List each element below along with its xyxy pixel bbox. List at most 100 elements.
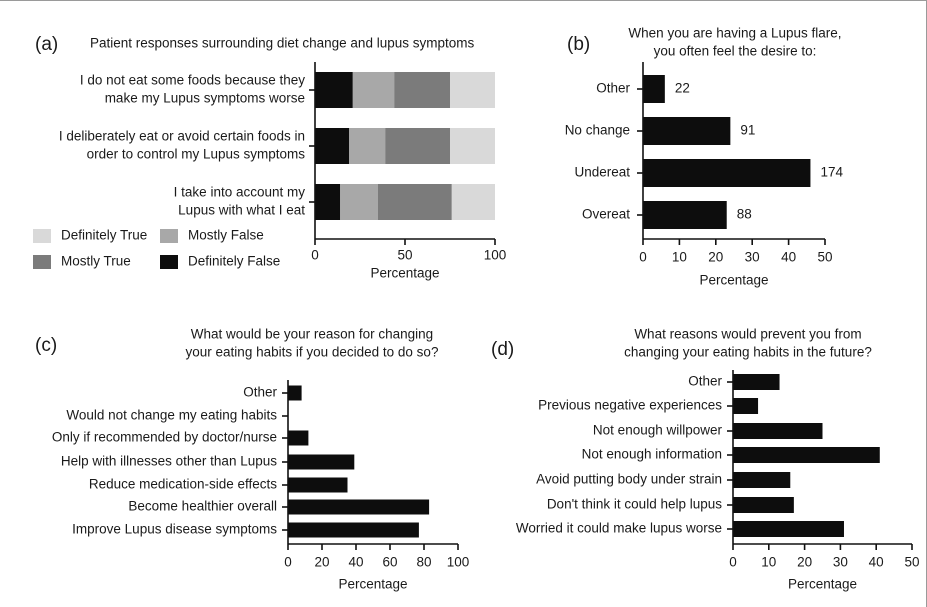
x-tick-label-0-2: 100 bbox=[484, 248, 507, 263]
category-label-0-2-1: Lupus with what I eat bbox=[178, 203, 305, 218]
panel-letter-1: (b) bbox=[567, 34, 590, 55]
category-label-0-0-0: I do not eat some foods because they bbox=[80, 73, 305, 88]
x-tick-label-3-3: 30 bbox=[833, 555, 848, 570]
category-label-2-1: Would not change my eating habits bbox=[66, 408, 277, 423]
data-label-1-3: 88 bbox=[737, 207, 752, 222]
x-tick-label-1-5: 50 bbox=[817, 250, 832, 265]
chart-title-line-1-0: When you are having a Lupus flare, bbox=[628, 26, 841, 41]
bar-0-2-2 bbox=[378, 184, 452, 220]
legend-swatch-0-1 bbox=[160, 229, 178, 243]
bar-3-2 bbox=[733, 423, 823, 439]
x-tick-label-0-0: 0 bbox=[311, 248, 319, 263]
chart-title-line-3-1: changing your eating habits in the futur… bbox=[624, 345, 872, 360]
category-label-1-0: Other bbox=[596, 81, 630, 96]
bar-0-0-1 bbox=[352, 72, 395, 108]
panel-letter-2: (c) bbox=[35, 335, 57, 356]
bar-2-0 bbox=[288, 385, 302, 401]
category-label-2-5: Become healthier overall bbox=[128, 499, 277, 514]
x-tick-label-2-3: 60 bbox=[382, 555, 397, 570]
chart-title-line-1-1: you often feel the desire to: bbox=[654, 44, 817, 59]
x-axis-label-3: Percentage bbox=[788, 577, 857, 592]
legend-swatch-0-3 bbox=[160, 255, 178, 269]
x-tick-label-3-4: 40 bbox=[869, 555, 884, 570]
chart-title-line-2-0: What would be your reason for changing bbox=[191, 327, 433, 342]
x-tick-label-0-1: 50 bbox=[397, 248, 412, 263]
bar-0-0-0 bbox=[315, 72, 353, 108]
bar-2-6 bbox=[288, 522, 419, 538]
bar-3-4 bbox=[733, 472, 791, 488]
bar-0-1-0 bbox=[315, 128, 350, 164]
legend-label-0-3: Definitely False bbox=[188, 254, 280, 269]
category-label-3-4: Avoid putting body under strain bbox=[536, 472, 722, 487]
x-tick-label-2-4: 80 bbox=[416, 555, 431, 570]
bar-2-3 bbox=[288, 454, 355, 470]
bar-0-1-2 bbox=[385, 128, 450, 164]
category-label-3-5: Don't think it could help lupus bbox=[547, 497, 722, 512]
bar-3-3 bbox=[733, 447, 880, 463]
category-label-3-6: Worried it could make lupus worse bbox=[516, 521, 722, 536]
x-tick-label-1-1: 10 bbox=[672, 250, 687, 265]
category-label-0-2-0: I take into account my bbox=[174, 185, 306, 200]
data-label-1-2: 174 bbox=[820, 165, 843, 180]
category-label-3-3: Not enough information bbox=[582, 447, 722, 462]
legend-label-0-1: Mostly False bbox=[188, 228, 264, 243]
x-tick-label-3-5: 50 bbox=[904, 555, 919, 570]
legend-swatch-0-0 bbox=[33, 229, 51, 243]
bar-2-4 bbox=[288, 477, 348, 493]
category-label-2-6: Improve Lupus disease symptoms bbox=[72, 522, 277, 537]
x-tick-label-2-2: 40 bbox=[348, 555, 363, 570]
legend-label-0-0: Definitely True bbox=[61, 228, 147, 243]
bar-0-2-3 bbox=[451, 184, 495, 220]
category-label-1-3: Overeat bbox=[582, 207, 630, 222]
bar-0-1-1 bbox=[349, 128, 386, 164]
bar-1-1 bbox=[643, 117, 731, 145]
category-label-0-1-0: I deliberately eat or avoid certain food… bbox=[59, 129, 305, 144]
x-tick-label-1-4: 40 bbox=[781, 250, 796, 265]
category-label-1-2: Undereat bbox=[574, 165, 630, 180]
bar-1-2 bbox=[643, 159, 811, 187]
x-axis-label-1: Percentage bbox=[699, 273, 768, 288]
x-tick-label-2-0: 0 bbox=[284, 555, 292, 570]
bar-0-0-3 bbox=[450, 72, 495, 108]
x-tick-label-1-2: 20 bbox=[708, 250, 723, 265]
x-tick-label-1-3: 30 bbox=[745, 250, 760, 265]
chart-title-line-3-0: What reasons would prevent you from bbox=[634, 327, 861, 342]
x-axis-label-0: Percentage bbox=[370, 266, 439, 281]
bar-0-2-0 bbox=[315, 184, 341, 220]
chart-title-0: Patient responses surrounding diet chang… bbox=[90, 36, 474, 51]
legend-swatch-0-2 bbox=[33, 255, 51, 269]
bar-3-6 bbox=[733, 521, 844, 537]
category-label-2-4: Reduce medication-side effects bbox=[89, 477, 277, 492]
x-tick-label-3-0: 0 bbox=[729, 555, 737, 570]
category-label-2-3: Help with illnesses other than Lupus bbox=[61, 454, 277, 469]
bar-2-2 bbox=[288, 430, 309, 446]
bar-3-1 bbox=[733, 398, 759, 414]
category-label-2-0: Other bbox=[243, 385, 277, 400]
bar-0-0-2 bbox=[394, 72, 450, 108]
bar-0-1-3 bbox=[450, 128, 495, 164]
panel-letter-3: (d) bbox=[491, 339, 514, 360]
category-label-2-2: Only if recommended by doctor/nurse bbox=[52, 430, 277, 445]
bar-2-5 bbox=[288, 499, 430, 515]
bar-3-0 bbox=[733, 374, 780, 390]
x-tick-label-3-2: 20 bbox=[797, 555, 812, 570]
data-label-1-0: 22 bbox=[675, 81, 690, 96]
bar-0-2-1 bbox=[340, 184, 378, 220]
category-label-3-1: Previous negative experiences bbox=[538, 398, 722, 413]
bar-1-3 bbox=[643, 201, 727, 229]
data-label-1-1: 91 bbox=[740, 123, 755, 138]
bar-3-5 bbox=[733, 497, 794, 513]
bar-1-0 bbox=[643, 75, 665, 103]
x-tick-label-1-0: 0 bbox=[639, 250, 647, 265]
x-tick-label-2-1: 20 bbox=[314, 555, 329, 570]
panel-letter-0: (a) bbox=[35, 34, 58, 55]
category-label-3-0: Other bbox=[688, 374, 722, 389]
category-label-3-2: Not enough willpower bbox=[593, 423, 723, 438]
legend-label-0-2: Mostly True bbox=[61, 254, 131, 269]
category-label-0-0-1: make my Lupus symptoms worse bbox=[105, 91, 305, 106]
category-label-1-1: No change bbox=[565, 123, 630, 138]
chart-title-line-2-1: your eating habits if you decided to do … bbox=[186, 345, 439, 360]
x-axis-label-2: Percentage bbox=[338, 577, 407, 592]
